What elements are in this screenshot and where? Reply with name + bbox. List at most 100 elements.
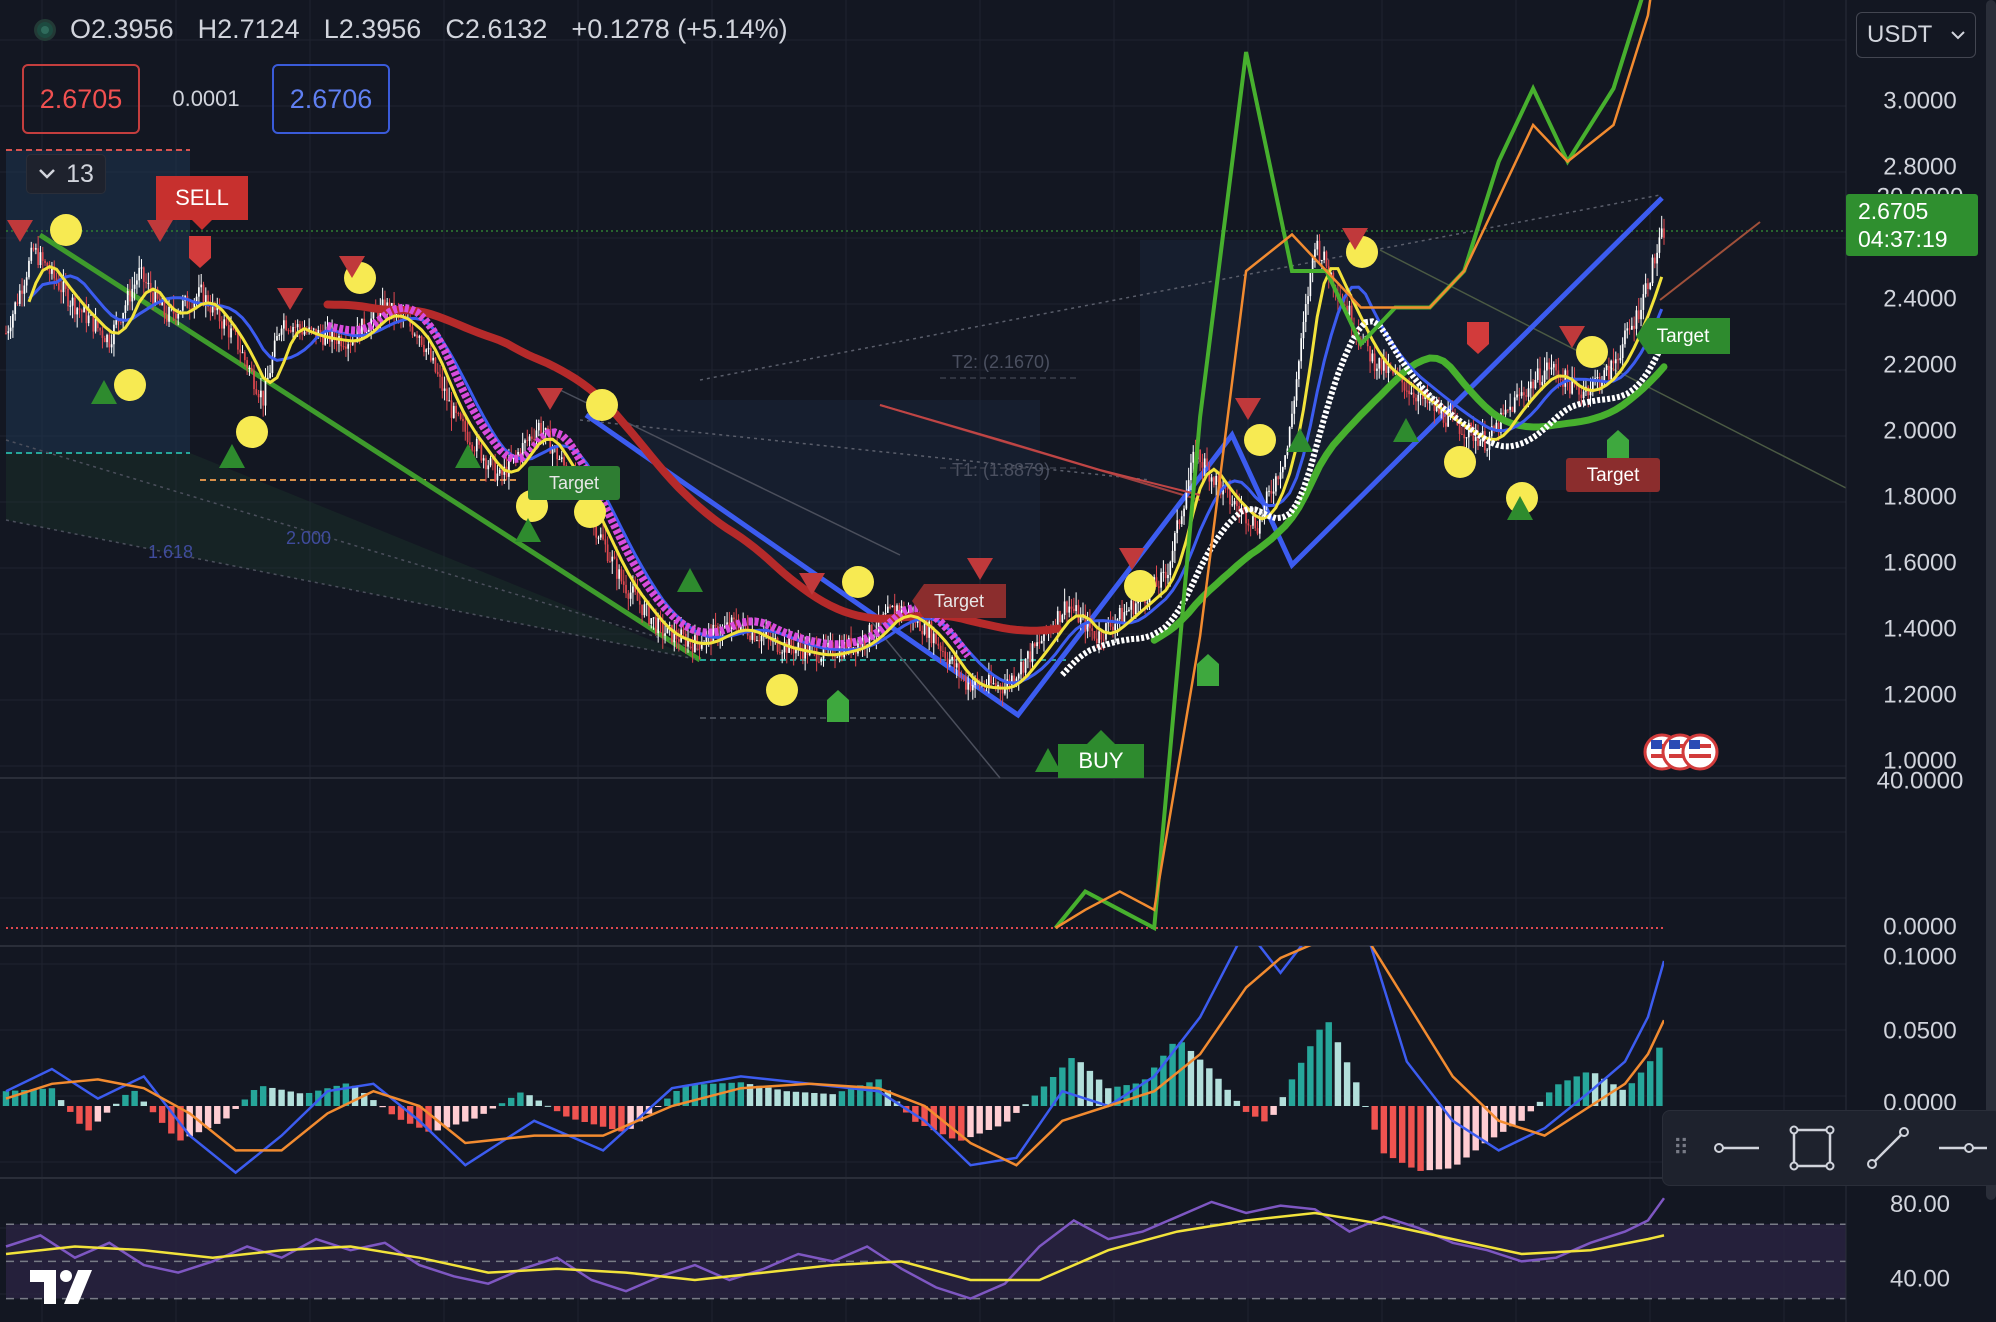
macd-histogram-bar <box>1224 1089 1231 1106</box>
macd-histogram-bar <box>664 1098 671 1106</box>
candle-body <box>299 324 301 330</box>
candle-body <box>556 446 558 460</box>
candle-body <box>549 430 552 454</box>
macd-histogram-bar <box>728 1082 735 1106</box>
macd-histogram-bar <box>443 1106 451 1128</box>
sell-triangle <box>147 220 173 242</box>
candle-body <box>168 306 170 322</box>
macd-histogram-bar <box>241 1099 249 1106</box>
candle-body <box>1520 392 1523 396</box>
macd-histogram-bar <box>1059 1067 1066 1106</box>
candle-body <box>225 319 228 326</box>
macd-histogram-bar <box>1610 1084 1617 1106</box>
high-value: 2.7124 <box>217 14 300 44</box>
candle-body <box>921 631 924 635</box>
macd-histogram-bar <box>48 1088 56 1106</box>
candle-body <box>783 641 786 653</box>
drag-handle-icon[interactable]: ⠿ <box>1672 1135 1689 1160</box>
tradingview-logo-icon[interactable] <box>30 1270 92 1304</box>
candle-body <box>1001 690 1004 694</box>
buy-button[interactable]: 2.6706 <box>272 64 390 134</box>
candle-body <box>1247 523 1250 526</box>
candle-body <box>1132 600 1135 615</box>
candle-body <box>223 319 226 329</box>
candle-body <box>1568 381 1571 394</box>
candle-body <box>1628 328 1631 330</box>
candle-body <box>967 682 970 690</box>
candle-body <box>340 335 343 347</box>
sell-button[interactable]: 2.6705 <box>22 64 140 134</box>
macd-histogram-bar <box>820 1093 827 1106</box>
sell-signal-shape <box>156 176 248 230</box>
candle-body <box>1265 491 1268 504</box>
candle-body <box>1233 501 1236 505</box>
candle-body <box>535 430 538 440</box>
macd-histogram-bar <box>544 1105 552 1107</box>
candle-body <box>487 465 490 470</box>
candle-body <box>241 352 244 354</box>
candle-body <box>797 642 800 648</box>
candle-body <box>227 325 230 338</box>
macd-histogram-bar <box>333 1085 340 1106</box>
candle-body <box>1215 475 1218 485</box>
candle-body <box>1571 377 1574 394</box>
macd-histogram-bar <box>654 1106 662 1107</box>
candle-body <box>753 631 756 641</box>
candle-body <box>103 337 106 343</box>
candle-body <box>969 682 972 691</box>
candle-body <box>1500 412 1502 433</box>
sell-signal-label: SELL <box>156 176 248 230</box>
candle-body <box>165 315 168 322</box>
ray-tool[interactable] <box>1925 1118 1996 1178</box>
trend-line-tool[interactable] <box>1850 1118 1926 1178</box>
candle-body <box>34 248 37 250</box>
candle-body <box>1174 533 1176 551</box>
candle-body <box>994 683 997 687</box>
candle-body <box>1100 631 1103 640</box>
candle-body <box>37 248 40 266</box>
candle-body <box>9 327 12 332</box>
candle-body <box>884 612 887 615</box>
candle-body <box>698 642 701 649</box>
macd-histogram-bar <box>1077 1062 1084 1106</box>
candle-body <box>609 561 611 563</box>
candle-body <box>126 290 129 306</box>
candle-body <box>193 301 196 309</box>
rectangle-tool[interactable] <box>1774 1118 1850 1178</box>
candle-body <box>622 581 625 585</box>
buy-arrow <box>1607 430 1629 462</box>
candle-body <box>682 629 685 634</box>
candle-body <box>250 367 253 372</box>
candle-body <box>283 320 285 329</box>
price-tick-label: 1.6000 <box>1883 549 1956 576</box>
candle-body <box>687 639 689 647</box>
macd-histogram-bar <box>1371 1106 1378 1130</box>
candle-body <box>877 615 880 632</box>
oscillator-line <box>1054 0 1652 930</box>
indicators-toggle-button[interactable]: 13 <box>26 154 106 194</box>
candle-body <box>1295 379 1298 401</box>
horizontal-line-tool[interactable] <box>1699 1118 1775 1178</box>
candle-body <box>1098 631 1100 644</box>
macd-histogram-bar <box>149 1106 157 1113</box>
target-text: Target <box>934 591 984 611</box>
candle-body <box>232 328 235 330</box>
fib-text: 2.000 <box>286 528 331 548</box>
candle-body <box>749 635 751 640</box>
macd-histogram-bar <box>1518 1106 1525 1121</box>
macd-histogram-bar <box>691 1084 699 1106</box>
candle-body <box>1463 434 1466 439</box>
currency-select[interactable]: USDT <box>1856 12 1976 58</box>
candle-body <box>595 522 598 538</box>
macd-histogram-bar <box>471 1106 478 1119</box>
candle-body <box>1580 394 1583 399</box>
candle-body <box>1534 379 1537 389</box>
macd-histogram-bar <box>553 1106 561 1112</box>
macd-histogram-bar <box>1380 1106 1388 1154</box>
candle-body <box>273 340 276 357</box>
macd-histogram-bar <box>250 1090 258 1106</box>
candle-body <box>863 638 866 647</box>
candle-body <box>1376 368 1378 371</box>
macd-histogram-bar <box>1555 1084 1562 1106</box>
candle-body <box>156 288 159 299</box>
